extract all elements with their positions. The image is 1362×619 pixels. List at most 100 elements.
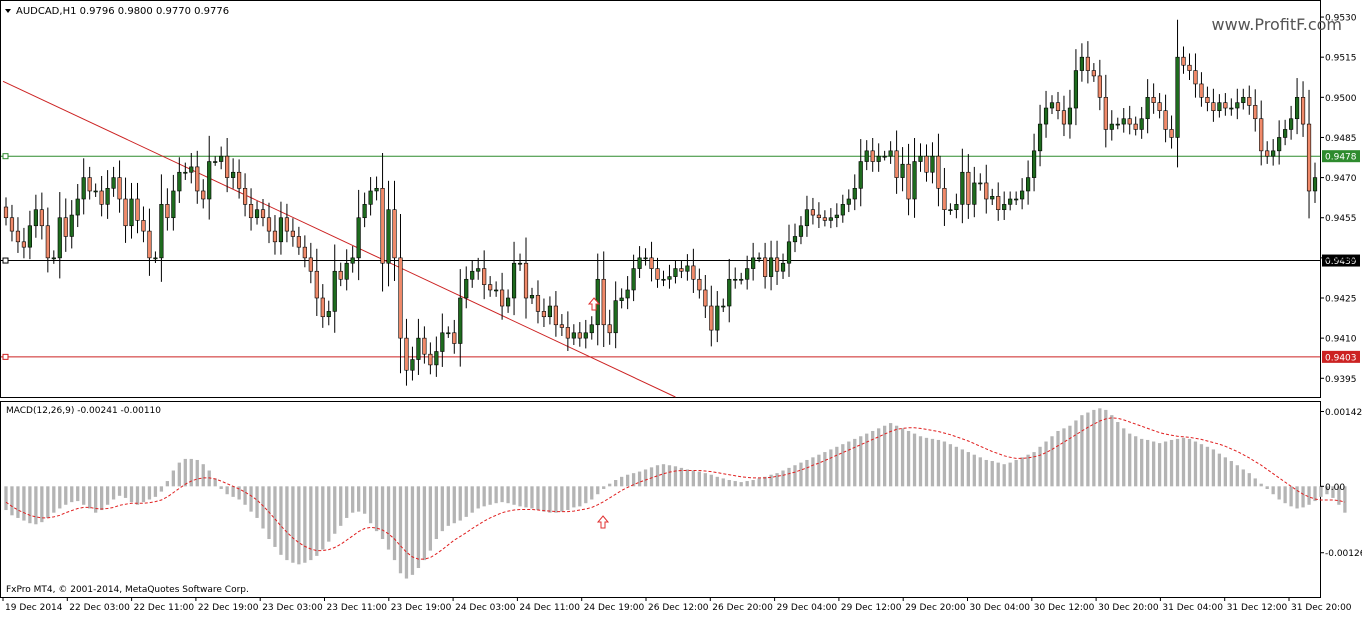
macd-histogram-bar: [865, 433, 869, 487]
macd-histogram-bar: [1277, 486, 1281, 500]
candle-body: [189, 166, 194, 173]
macd-histogram-bar: [506, 486, 510, 504]
candle-body: [1294, 97, 1300, 120]
candle-body: [195, 166, 200, 192]
candle-body: [780, 262, 786, 272]
macd-histogram-bar: [829, 449, 833, 487]
candle-body: [488, 284, 493, 291]
candle-body: [1103, 97, 1108, 130]
candle-body: [272, 230, 278, 243]
candle-body: [1259, 118, 1264, 152]
macd-histogram-bar: [147, 486, 152, 500]
candle-body: [326, 311, 331, 318]
macd-histogram-bar: [1044, 441, 1048, 487]
macd-histogram-bar: [883, 425, 887, 487]
time-tick-label: 24 Dec 03:00: [455, 603, 516, 613]
candle-body: [763, 257, 768, 277]
macd-histogram-bar: [805, 459, 809, 487]
macd-histogram-bar: [709, 474, 713, 487]
candle-body: [565, 327, 570, 339]
macd-tick-label: -0.00126: [1325, 549, 1362, 559]
macd-histogram-bar: [1122, 428, 1126, 487]
level-handle[interactable]: [2, 153, 9, 160]
macd-histogram-bar: [1283, 486, 1287, 504]
candle-body: [1026, 177, 1031, 192]
candle-body: [302, 246, 307, 259]
macd-histogram-bar: [1020, 457, 1024, 487]
candle-body: [374, 187, 379, 192]
candle-body: [691, 265, 696, 280]
macd-histogram-bar: [315, 486, 319, 556]
macd-histogram-bar: [1229, 461, 1233, 487]
macd-histogram-bar: [111, 486, 116, 500]
copyright: FxPro MT4, © 2001-2014, MetaQuotes Softw…: [6, 585, 249, 595]
macd-histogram-bar: [446, 486, 450, 526]
macd-histogram-bar: [339, 486, 343, 526]
macd-histogram-bar: [1068, 425, 1072, 487]
dropdown-triangle-icon[interactable]: [5, 9, 11, 13]
macd-histogram-bar: [512, 486, 516, 505]
macd-histogram-bar: [357, 486, 361, 512]
level-handle[interactable]: [2, 353, 9, 360]
candle-body: [482, 268, 487, 285]
level-handle[interactable]: [2, 257, 9, 264]
candle-body: [470, 270, 475, 280]
macd-histogram-bar: [1074, 420, 1078, 487]
candle-body: [709, 305, 714, 331]
macd-histogram-bar: [1026, 454, 1030, 487]
candle-body: [213, 161, 218, 163]
candle-body: [733, 278, 738, 281]
candle-body: [1002, 204, 1007, 211]
candle-body: [1247, 97, 1252, 106]
candle-body: [583, 332, 588, 339]
macd-histogram-bar: [572, 486, 576, 508]
candle-body: [637, 257, 642, 269]
macd-histogram-bar: [745, 481, 749, 487]
candle-body: [1283, 129, 1288, 138]
candle-body: [1175, 56, 1180, 138]
candle-body: [314, 270, 319, 299]
time-tick-label: 24 Dec 19:00: [584, 603, 645, 613]
price-tick-label: 0.9410: [1325, 335, 1357, 345]
macd-histogram-bar: [799, 462, 803, 487]
macd-histogram-bar: [243, 486, 247, 505]
macd-histogram-bar: [1247, 473, 1251, 487]
macd-histogram-bar: [673, 466, 678, 487]
symbol-header: AUDCAD,H1 0.9796 0.9800 0.9770 0.9776: [16, 6, 229, 17]
candle-body: [338, 270, 343, 280]
candle-body: [237, 171, 242, 189]
trendline[interactable]: [2, 80, 676, 398]
macd-histogram-bar: [614, 480, 618, 487]
macd-histogram-bar: [739, 482, 743, 487]
macd-histogram-bar: [679, 467, 684, 487]
macd-histogram-bar: [94, 486, 98, 513]
macd-histogram-bar: [1301, 486, 1305, 508]
candle-body: [350, 257, 355, 264]
macd-histogram-bar: [1175, 438, 1180, 487]
macd-histogram-bar: [351, 486, 355, 513]
macd-histogram-bar: [297, 486, 301, 565]
macd-histogram-bar: [948, 444, 953, 487]
candle-body: [828, 217, 833, 221]
macd-histogram-bar: [105, 486, 110, 505]
price-tick-label: 0.9425: [1325, 295, 1357, 305]
candle-body: [619, 297, 624, 301]
up-arrow-icon: [587, 297, 601, 311]
candle-body: [33, 209, 38, 227]
candle-body: [727, 278, 732, 307]
macd-title: MACD(12,26,9) -0.00241 -0.00110: [6, 406, 161, 416]
macd-histogram-bar: [207, 470, 211, 487]
candle-body: [942, 187, 947, 211]
candle-body: [906, 163, 911, 200]
candle-body: [129, 198, 134, 227]
time-tick-label: 23 Dec 11:00: [327, 603, 388, 613]
candle-body: [117, 177, 122, 200]
macd-histogram-bar: [530, 486, 534, 509]
horizontal-levels: 0.9478 0.9439 0.9403: [1, 150, 1360, 363]
candle-body: [888, 150, 893, 157]
macd-histogram-bar: [542, 486, 546, 512]
candle-body: [1199, 83, 1204, 98]
candle-body: [147, 230, 152, 259]
